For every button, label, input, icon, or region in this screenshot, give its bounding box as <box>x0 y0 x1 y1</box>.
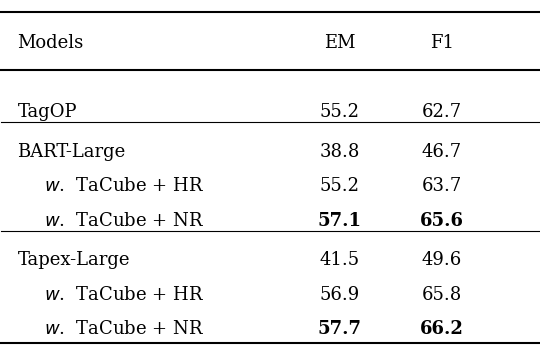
Text: $w$.  TaCube + HR: $w$. TaCube + HR <box>44 177 205 195</box>
Text: $w$.  TaCube + NR: $w$. TaCube + NR <box>44 212 205 230</box>
Text: 38.8: 38.8 <box>320 143 360 160</box>
Text: 63.7: 63.7 <box>422 177 462 195</box>
Text: 62.7: 62.7 <box>422 103 462 121</box>
Text: 65.6: 65.6 <box>420 212 464 230</box>
Text: 66.2: 66.2 <box>420 321 464 338</box>
Text: Tapex-Large: Tapex-Large <box>17 251 130 269</box>
Text: $w$.  TaCube + NR: $w$. TaCube + NR <box>44 321 205 338</box>
Text: 57.7: 57.7 <box>318 321 362 338</box>
Text: 65.8: 65.8 <box>422 286 462 304</box>
Text: 49.6: 49.6 <box>422 251 462 269</box>
Text: TagOP: TagOP <box>17 103 77 121</box>
Text: 41.5: 41.5 <box>320 251 360 269</box>
Text: 56.9: 56.9 <box>320 286 360 304</box>
Text: $w$.  TaCube + HR: $w$. TaCube + HR <box>44 286 205 304</box>
Text: BART-Large: BART-Large <box>17 143 126 160</box>
Text: 55.2: 55.2 <box>320 103 360 121</box>
Text: Models: Models <box>17 34 84 52</box>
Text: F1: F1 <box>430 34 454 52</box>
Text: 57.1: 57.1 <box>318 212 362 230</box>
Text: EM: EM <box>324 34 355 52</box>
Text: 46.7: 46.7 <box>422 143 462 160</box>
Text: 55.2: 55.2 <box>320 177 360 195</box>
